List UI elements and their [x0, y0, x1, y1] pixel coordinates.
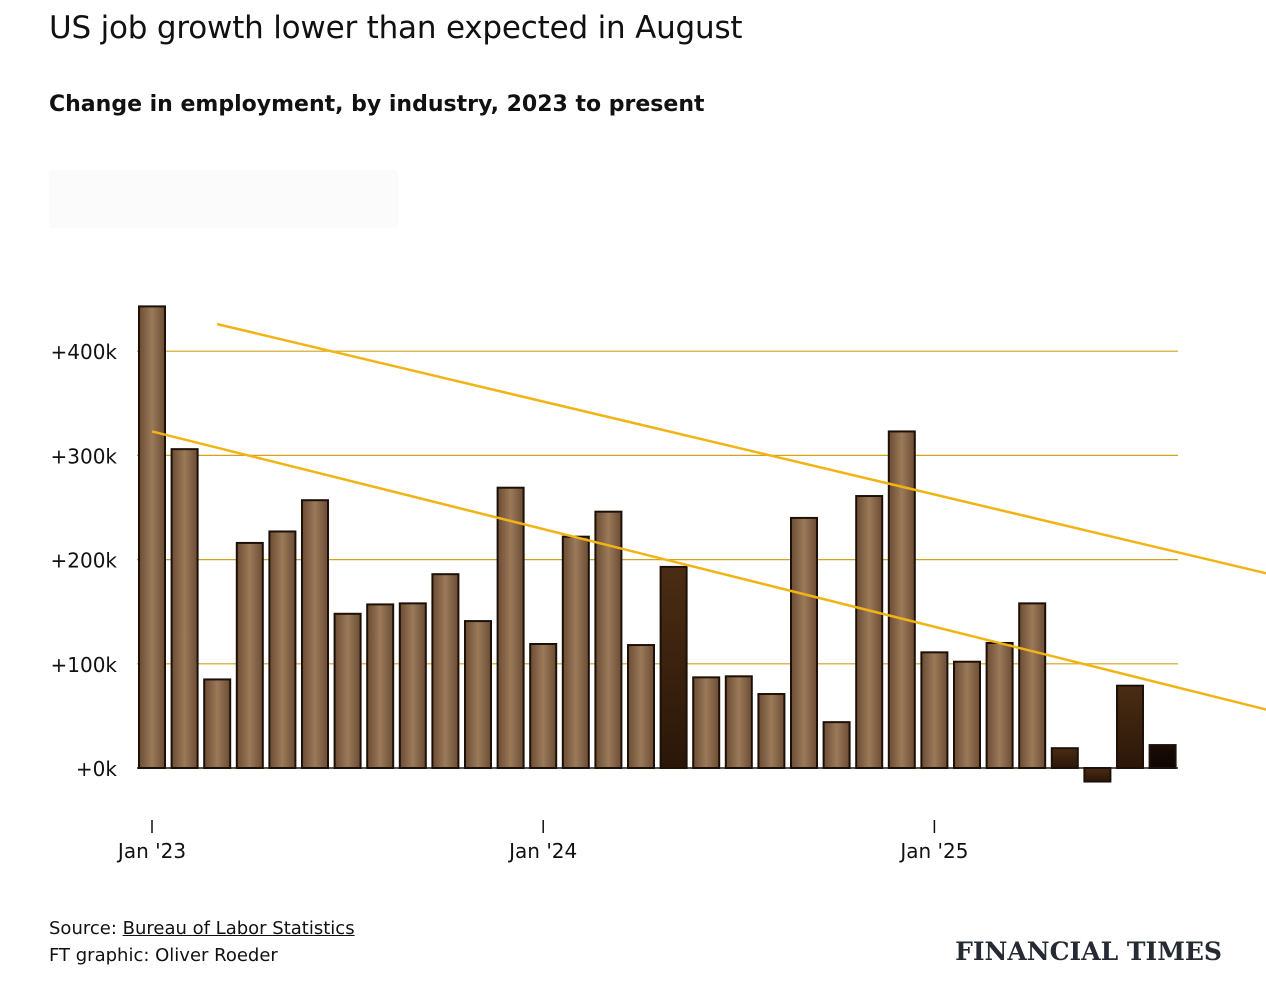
bar [398, 602, 427, 770]
bar [301, 499, 329, 769]
bar [170, 448, 199, 769]
x-tick-label: Jan '24 [507, 839, 577, 863]
bar [985, 641, 1014, 770]
bar [659, 565, 688, 769]
bar [496, 486, 525, 769]
bar [724, 675, 753, 770]
source-link[interactable]: Bureau of Labor Statistics [122, 918, 355, 939]
faded-legend-box [49, 170, 398, 228]
bar [920, 651, 949, 770]
y-tick-label: +0k [76, 757, 117, 781]
x-tick-label: Jan '23 [116, 839, 186, 863]
bar [464, 620, 492, 769]
bar [561, 535, 590, 770]
bar [1116, 684, 1144, 770]
chart-subtitle: Change in employment, by industry, 2023 … [49, 92, 705, 117]
bar [887, 430, 916, 769]
bar [953, 660, 981, 769]
y-tick-label: +400k [50, 340, 117, 364]
financial-times-logo: FINANCIAL TIMES [955, 937, 1222, 966]
y-tick-label: +200k [50, 549, 117, 573]
bar [1018, 602, 1047, 770]
bar [203, 678, 232, 769]
bar [431, 573, 460, 769]
bar [268, 530, 297, 769]
bar [333, 612, 362, 769]
y-tick-label: +100k [50, 653, 117, 677]
source-prefix: Source: [49, 918, 123, 939]
x-tick-label: Jan '25 [898, 839, 968, 863]
bar [757, 693, 786, 770]
bar [627, 644, 655, 770]
bar [790, 516, 818, 769]
bar [594, 510, 623, 769]
source-line: Source: Bureau of Labor Statistics [49, 918, 355, 939]
bar [235, 541, 264, 769]
bar [138, 305, 166, 769]
bar [366, 603, 395, 769]
bar [822, 721, 851, 769]
bar [1083, 767, 1112, 783]
bar [855, 495, 884, 769]
bar [692, 676, 721, 770]
bar [1148, 744, 1177, 769]
graphic-credit: FT graphic: Oliver Roeder [49, 945, 278, 966]
axis-layer: +0k +100k +200k +300k +400k Jan '23 Jan '24 Jan… [50, 340, 968, 863]
bar [529, 643, 558, 770]
y-tick-label: +300k [50, 444, 117, 468]
bars-layer [138, 305, 1177, 783]
trend-line [151, 430, 1266, 711]
bar [1050, 747, 1079, 770]
trend-layer [151, 322, 1266, 711]
trend-line [216, 322, 1266, 575]
chart-title: US job growth lower than expected in Aug… [49, 10, 743, 46]
